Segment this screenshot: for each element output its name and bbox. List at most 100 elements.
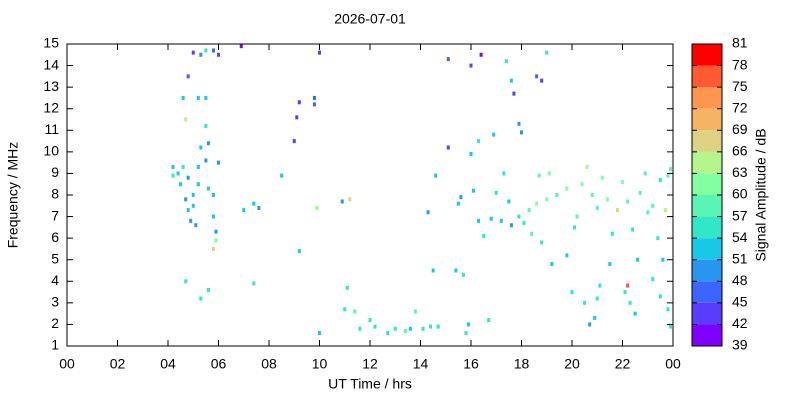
data-point bbox=[199, 145, 203, 150]
y-tick-label: 8 bbox=[51, 186, 59, 202]
data-point bbox=[477, 139, 481, 144]
data-point bbox=[464, 331, 468, 336]
data-point bbox=[469, 152, 473, 157]
data-point bbox=[575, 214, 579, 219]
data-point bbox=[184, 197, 188, 202]
data-point bbox=[666, 307, 670, 312]
data-point bbox=[181, 164, 185, 169]
data-point bbox=[312, 95, 316, 100]
data-point bbox=[413, 309, 417, 314]
data-point bbox=[206, 141, 210, 146]
data-point bbox=[217, 160, 220, 165]
data-point bbox=[668, 324, 672, 329]
y-tick-label: 6 bbox=[51, 229, 59, 245]
data-point bbox=[633, 311, 637, 316]
data-point bbox=[651, 203, 655, 208]
data-point bbox=[292, 139, 296, 144]
data-point bbox=[343, 307, 347, 312]
data-point bbox=[545, 50, 549, 55]
x-axis-label: UT Time / hrs bbox=[328, 376, 412, 392]
data-point bbox=[527, 208, 531, 213]
y-tick-label: 14 bbox=[43, 56, 59, 72]
data-point bbox=[191, 203, 195, 208]
data-point bbox=[545, 197, 549, 202]
data-point bbox=[368, 318, 372, 323]
data-point bbox=[196, 164, 200, 169]
data-point bbox=[199, 52, 203, 57]
data-point bbox=[626, 283, 630, 288]
data-point bbox=[509, 78, 513, 83]
data-point bbox=[252, 201, 256, 206]
data-point bbox=[661, 257, 665, 262]
data-point bbox=[565, 186, 569, 191]
data-point bbox=[489, 216, 493, 221]
y-tick-label: 4 bbox=[51, 272, 59, 288]
data-point bbox=[550, 262, 554, 267]
y-tick-label: 11 bbox=[44, 121, 59, 137]
data-point bbox=[537, 173, 541, 178]
colorbar-tick-label: 54 bbox=[732, 229, 748, 245]
data-point bbox=[214, 229, 218, 234]
data-point bbox=[184, 117, 188, 122]
data-point bbox=[315, 205, 319, 210]
data-point bbox=[600, 175, 604, 180]
data-point bbox=[615, 208, 619, 213]
data-point bbox=[583, 300, 587, 305]
x-tick-label: 06 bbox=[211, 356, 227, 372]
data-point bbox=[312, 102, 316, 107]
data-point bbox=[593, 315, 597, 320]
data-point bbox=[487, 318, 491, 323]
x-tick-label: 08 bbox=[261, 356, 277, 372]
data-point bbox=[393, 326, 397, 331]
colorbar-band bbox=[692, 173, 722, 195]
data-point bbox=[517, 121, 521, 126]
colorbar-tick-label: 45 bbox=[732, 294, 748, 310]
data-point bbox=[408, 326, 412, 331]
colorbar-band bbox=[692, 108, 722, 131]
plot-frame bbox=[66, 43, 674, 347]
data-point bbox=[196, 95, 200, 100]
data-point bbox=[403, 328, 407, 333]
y-tick-label: 1 bbox=[51, 337, 59, 353]
colorbar-tick-label: 60 bbox=[732, 186, 748, 202]
data-point bbox=[186, 175, 190, 180]
data-point bbox=[456, 201, 460, 206]
colorbar-tick-label: 66 bbox=[732, 143, 748, 159]
y-tick-label: 7 bbox=[51, 207, 59, 223]
data-point bbox=[610, 231, 614, 236]
data-point bbox=[590, 193, 594, 197]
x-tick-label: 22 bbox=[615, 356, 631, 372]
data-point bbox=[446, 57, 450, 62]
data-point bbox=[318, 50, 321, 55]
data-point bbox=[214, 238, 218, 243]
data-point bbox=[477, 218, 481, 223]
colorbar-tick-label: 63 bbox=[732, 164, 748, 180]
data-point bbox=[608, 262, 612, 267]
colorbar-band bbox=[692, 324, 722, 346]
data-point bbox=[211, 48, 215, 53]
data-point bbox=[565, 253, 569, 258]
data-point bbox=[358, 326, 362, 331]
data-point bbox=[434, 173, 438, 178]
x-tick-label: 04 bbox=[160, 356, 176, 372]
data-point bbox=[386, 331, 390, 336]
colorbar-tick-label: 39 bbox=[732, 337, 748, 353]
data-point bbox=[461, 272, 465, 277]
colorbar-band bbox=[692, 151, 722, 174]
data-point bbox=[206, 287, 210, 292]
data-point bbox=[184, 279, 188, 284]
colorbar-tick-label: 42 bbox=[732, 315, 748, 331]
x-tick-label: 02 bbox=[110, 356, 126, 372]
data-point bbox=[206, 186, 210, 191]
colorbar-band bbox=[692, 87, 722, 109]
data-point bbox=[588, 322, 592, 327]
data-point bbox=[479, 52, 483, 57]
colorbar-band bbox=[692, 65, 722, 88]
data-point bbox=[191, 50, 195, 55]
colorbar-band bbox=[692, 195, 722, 217]
colorbar-tick-label: 69 bbox=[732, 121, 748, 137]
data-point bbox=[595, 296, 599, 301]
data-point bbox=[199, 296, 203, 301]
data-point bbox=[605, 197, 609, 202]
data-point bbox=[429, 324, 433, 329]
